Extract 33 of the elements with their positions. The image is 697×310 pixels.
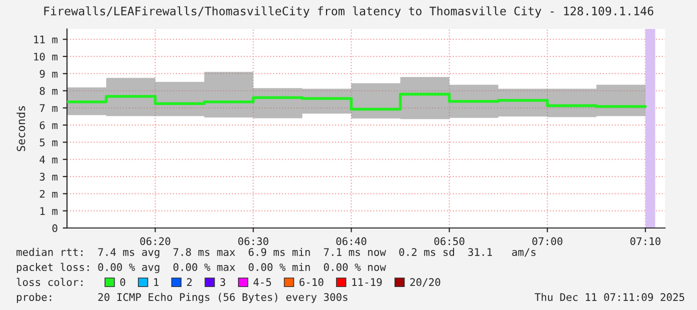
y-tick-label: 0 (52, 224, 58, 232)
y-axis-title: Seconds (16, 106, 26, 152)
text: median rtt: 7.4 ms avg 7.8 ms max 6.9 ms min 7.1 ms now 0.2 ms sd 31.1 am/s (16, 248, 536, 258)
legend-label: 2 (187, 278, 192, 286)
x-tick-label: 07:00 (532, 237, 562, 246)
x-tick-label: 06:40 (336, 237, 366, 246)
legend-label: 1 (154, 278, 159, 286)
y-tick-label: 5 m (40, 138, 58, 146)
y-tick-label: 7 m (40, 104, 58, 112)
legend-label: 0 (120, 278, 126, 286)
text: probe: 20 ICMP Echo Pings (56 Bytes) every 300s (16, 292, 348, 304)
legend-label: 20/20 (410, 278, 440, 287)
y-tick-label: 9 m (40, 70, 58, 78)
x-tick-label: 06:30 (238, 237, 268, 246)
legend-label: 11-19 (352, 278, 382, 286)
y-tick-label: 11 m (34, 36, 58, 44)
text: packet loss: 0.00 % avg 0.00 % max 0.00 % min 0.00 % now (16, 262, 386, 274)
x-tick-label: 06:50 (434, 237, 464, 246)
legend-label: 3 (220, 278, 226, 286)
legend-label: 4-5 (254, 278, 271, 286)
legend-label: 6-10 (300, 278, 324, 286)
y-tick-label: 3 m (40, 172, 58, 181)
y-tick-label: 10 m (34, 52, 58, 61)
x-tick-label: 07:10 (630, 237, 660, 246)
y-tick-label: 8 m (40, 87, 58, 95)
chart-title: Firewalls/LEAFirewalls/ThomasvilleCity from latency to Thomasville City - 128.109.1.146 (44, 6, 654, 18)
text: Thu Dec 11 07:11:09 2025 (534, 292, 684, 302)
y-tick-label: 4 m (40, 156, 58, 164)
x-tick-label: 06:20 (140, 237, 170, 246)
text: loss color: (16, 278, 82, 286)
y-tick-label: 1 m (40, 207, 58, 215)
y-tick-label: 6 m (40, 121, 58, 130)
y-tick-label: 2 m (40, 190, 58, 198)
